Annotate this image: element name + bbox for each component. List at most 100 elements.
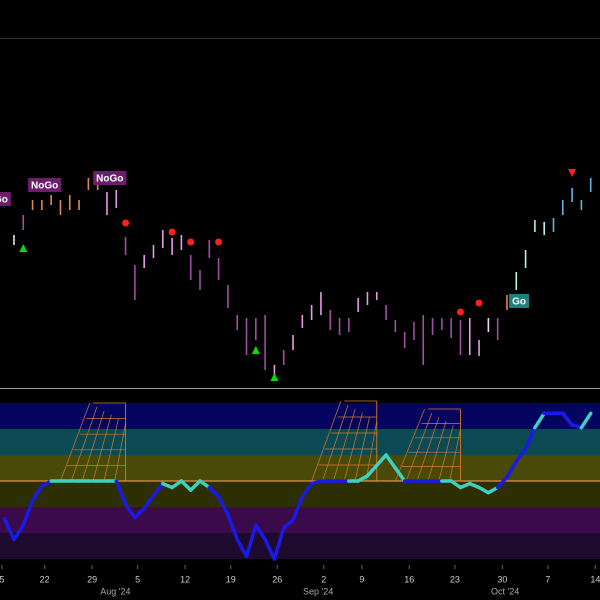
signal-up [19,244,28,252]
cone-wire [311,400,342,482]
cone-wire [438,424,454,482]
signal-up [251,346,260,354]
oscillator-segment [449,479,463,490]
x-tick-label: 30 [497,574,507,584]
cone-wire [354,416,370,482]
x-tick-label: 23 [450,574,460,584]
signal-down [568,169,577,177]
oscillator-segment [533,411,546,430]
regime-label-box [0,192,11,206]
x-tick-label: 26 [272,574,282,584]
regime-label: Go [0,192,11,206]
regime-label-text: NoGo [31,181,58,192]
oscillator-segment [207,485,221,499]
x-tick-label: 19 [226,574,236,584]
regime-label: Go [509,294,530,308]
month-label: Sep '24 [303,586,333,596]
oscillator-segment [384,453,398,470]
oscillator-segment [263,537,277,561]
regime-label-box [93,171,127,185]
oscillator-band [0,429,600,455]
cone-wire [427,420,447,482]
oscillator-segment [291,494,305,522]
oscillator-band [0,455,600,481]
x-tick-label: 9 [359,574,364,584]
oscillator-segment [151,481,165,498]
signal-up [270,373,279,381]
oscillator-segment [393,466,407,483]
x-tick-label: 29 [87,574,97,584]
regime-label-text: Go [0,195,8,206]
oscillator-segment [114,479,128,507]
cone-wire [114,422,126,482]
regime-label-box [28,178,62,192]
signal-dot [187,238,195,246]
cone-wire [81,410,105,482]
oscillator-band [0,403,600,429]
oscillator-segment [505,459,519,479]
regime-label-box [509,294,530,308]
cone-wire [395,408,425,482]
oscillator-segment [244,523,258,559]
oscillator-segment [2,516,16,542]
cone-wire [343,412,363,482]
oscillator-segment [198,479,212,490]
signal-dot [215,238,223,246]
oscillator-segment [179,479,193,492]
cone-wire [416,416,440,482]
oscillator-segment [486,485,500,495]
cone-wire [322,404,349,482]
month-label: Aug '24 [100,586,130,596]
oscillator-segment [170,479,184,490]
oscillator-band [0,507,600,533]
oscillator-segment [235,537,249,559]
regime-label: NoGo [28,178,62,192]
oscillator-segment [523,425,537,451]
regime-label: NoGo [93,171,127,185]
oscillator-segment [133,506,146,520]
oscillator-segment [281,518,295,530]
oscillator-segment [477,485,491,495]
signal-dot [475,299,483,307]
oscillator-segment [188,479,202,492]
oscillator-segment [514,446,528,464]
oscillator-segment [216,494,230,517]
x-tick-label: 5 [135,574,140,584]
signal-dot [122,219,130,227]
signal-dot [168,228,176,236]
x-tick-label: 22 [40,574,50,584]
oscillator-segment [30,484,44,503]
cone-wire [103,418,119,482]
signal-dot [456,308,464,316]
oscillator-segment [561,411,574,427]
oscillator-segment [272,526,286,561]
oscillator-segment [356,474,370,483]
oscillator-segment [579,411,593,430]
x-tick-label: 5 [0,574,4,584]
oscillator-segment [21,498,35,527]
month-label: Oct '24 [491,586,519,596]
oscillator-segment [12,523,26,542]
oscillator-segment [123,502,137,520]
cone-wire [365,420,378,482]
x-tick-label: 14 [590,574,600,584]
regime-label-text: Go [512,297,526,308]
oscillator-segment [142,493,156,511]
oscillator-segment [365,463,379,478]
cone-wire [92,414,112,482]
oscillator-band [0,533,600,559]
cone-wire [70,406,98,482]
x-tick-label: 7 [545,574,550,584]
oscillator-segment [226,513,239,542]
oscillator-segment [374,453,388,468]
oscillator-segment [40,479,53,488]
x-tick-label: 16 [404,574,414,584]
oscillator-segment [254,523,267,542]
cone-wire [449,428,461,482]
oscillator-segment [300,481,314,499]
x-tick-label: 2 [321,574,326,584]
cone-wire [60,402,91,482]
regime-label-text: NoGo [96,174,123,185]
cone-wire [405,412,433,482]
